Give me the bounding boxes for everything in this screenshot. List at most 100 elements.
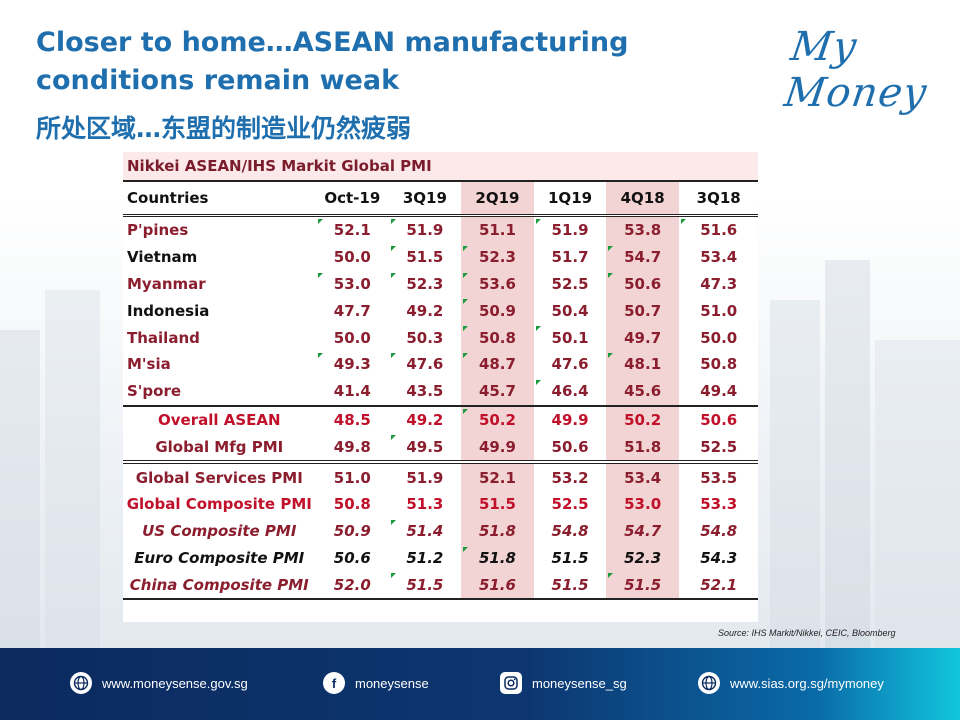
table-cell: 54.3 (700, 548, 738, 567)
table-cell: 51.8 (605, 433, 680, 463)
globe-icon (698, 672, 720, 694)
table-cell: 51.6 (460, 571, 535, 601)
footer-link-instagram[interactable]: moneysense_sg (500, 672, 627, 694)
table-cell: 50.1 (534, 324, 606, 351)
col-header: 3Q18 (679, 181, 758, 217)
table-cell: 51.5 (534, 571, 606, 601)
table-cell: 53.5 (679, 460, 758, 491)
source-note: Source: IHS Markit/Nikkei, CEIC, Bloombe… (718, 628, 896, 638)
table-cell: 50.9 (460, 297, 535, 325)
table-header-row: Countries Oct-19 3Q19 2Q19 1Q19 4Q18 3Q1… (123, 181, 758, 217)
table-cell: 47.3 (700, 274, 738, 293)
table-cell: 50.9 (333, 522, 371, 541)
table-cell: 52.5 (700, 437, 738, 456)
table-row: Overall ASEAN 48.5 49.2 50.2 49.9 50.2 5… (123, 404, 758, 434)
table-cell: 51.1 (460, 215, 535, 244)
footer-link-label: www.sias.org.sg/mymoney (730, 675, 884, 691)
table-row: Vietnam 50.0 51.5 52.3 51.7 54.7 53.4 (123, 243, 758, 271)
table-row: Myanmar 53.0 52.3 53.6 52.5 50.6 47.3 (123, 270, 758, 298)
table-cell: 43.5 (406, 382, 444, 401)
table-row: Global Composite PMI 50.8 51.3 51.5 52.5… (123, 490, 758, 518)
row-label: Global Services PMI (123, 460, 316, 491)
row-label: Indonesia (127, 301, 210, 320)
table-cell: 51.9 (389, 460, 461, 491)
table-cell: 53.2 (534, 460, 606, 491)
table-cell: 53.4 (605, 460, 680, 491)
table-cell: 53.4 (700, 248, 738, 267)
table-cell: 54.8 (551, 522, 589, 541)
table-cell: 54.8 (700, 522, 738, 541)
table-cell: 51.0 (315, 460, 390, 491)
table-cell: 45.6 (605, 377, 680, 406)
table-cell: 50.6 (551, 437, 589, 456)
table-cell: 51.6 (679, 216, 758, 244)
table-cell: 47.6 (551, 355, 589, 374)
table-cell: 52.5 (551, 495, 589, 514)
table-cell: 50.3 (406, 328, 444, 347)
table-cell: 49.2 (389, 404, 461, 434)
footer-link-facebook[interactable]: f moneysense (323, 672, 429, 694)
table-cell: 52.1 (316, 216, 389, 244)
table-cell: 49.4 (700, 382, 738, 401)
table-cell: 50.6 (605, 270, 680, 298)
footer-link-label: moneysense (355, 675, 429, 691)
table-row: US Composite PMI 50.9 51.4 51.8 54.8 54.… (123, 517, 758, 545)
table-row: Global Mfg PMI 49.8 49.5 49.9 50.6 51.8 … (123, 433, 758, 463)
table-cell: 47.7 (333, 301, 371, 320)
table-cell: 54.7 (605, 243, 680, 271)
col-header: Oct-19 (315, 181, 390, 217)
table-cell: 46.4 (534, 378, 606, 406)
table-cell: 50.8 (333, 495, 371, 514)
row-label: Thailand (127, 328, 200, 347)
col-header: Countries (123, 181, 316, 217)
row-label: US Composite PMI (142, 522, 297, 541)
table-cell: 52.0 (315, 571, 390, 601)
table-row: Euro Composite PMI 50.6 51.2 51.8 51.5 5… (123, 544, 758, 572)
table-cell: 50.6 (333, 548, 371, 567)
table-cell: 51.4 (389, 518, 461, 545)
table-cell: 53.0 (316, 271, 389, 298)
table-row: Thailand 50.0 50.3 50.8 50.1 49.7 50.0 (123, 324, 758, 351)
table-cell: 49.9 (460, 433, 535, 463)
slide-title: Closer to home…ASEAN manufacturing condi… (36, 27, 629, 96)
footer-link-moneysense[interactable]: www.moneysense.gov.sg (70, 672, 248, 694)
table-row: China Composite PMI 52.0 51.5 51.6 51.5 … (123, 571, 758, 601)
table-cell: 51.5 (460, 490, 535, 518)
table-cell: 51.5 (389, 571, 461, 601)
table-cell: 50.8 (460, 324, 535, 351)
row-label: P'pines (127, 221, 189, 240)
row-label: Myanmar (127, 274, 206, 293)
row-label: Overall ASEAN (123, 404, 316, 434)
table-cell: 53.8 (605, 215, 680, 244)
table-cell: 50.8 (700, 355, 738, 374)
row-label: S'pore (127, 382, 182, 401)
col-header: 3Q19 (389, 181, 461, 217)
footer-link-label: moneysense_sg (532, 675, 627, 691)
table-row: M'sia 49.3 47.6 48.7 47.6 48.1 50.8 (123, 350, 758, 378)
table-cell: 49.3 (316, 351, 389, 378)
table-cell: 49.9 (534, 404, 606, 434)
table-cell: 51.9 (389, 216, 461, 244)
row-label: Vietnam (127, 248, 198, 267)
table-cell: 53.3 (700, 495, 738, 514)
col-header: 1Q19 (534, 181, 606, 217)
table-cell: 52.5 (551, 274, 589, 293)
table-cell: 51.5 (551, 548, 589, 567)
table-cell: 50.0 (333, 248, 371, 267)
table-cell: 50.0 (333, 328, 371, 347)
table-cell: 51.0 (700, 301, 738, 320)
table-cell: 50.0 (700, 328, 738, 347)
pmi-table: Nikkei ASEAN/IHS Markit Global PMI Count… (123, 152, 758, 601)
table-row: P'pines 52.1 51.9 51.1 51.9 53.8 51.6 (123, 215, 758, 244)
row-label: China Composite PMI (123, 571, 316, 601)
table-cell: 52.3 (605, 544, 680, 572)
pmi-table-container: Nikkei ASEAN/IHS Markit Global PMI Count… (123, 152, 758, 622)
row-label: Global Mfg PMI (155, 437, 284, 456)
table-cell: 54.7 (605, 517, 680, 545)
table-cell: 41.4 (333, 382, 371, 401)
footer-bar: www.moneysense.gov.sg f moneysense money… (0, 648, 960, 720)
table-title: Nikkei ASEAN/IHS Markit Global PMI (123, 152, 758, 182)
footer-link-sias[interactable]: www.sias.org.sg/mymoney (698, 672, 884, 694)
table-row: S'pore 41.4 43.5 45.7 46.4 45.6 49.4 (123, 377, 758, 406)
table-cell: 53.0 (605, 490, 680, 518)
